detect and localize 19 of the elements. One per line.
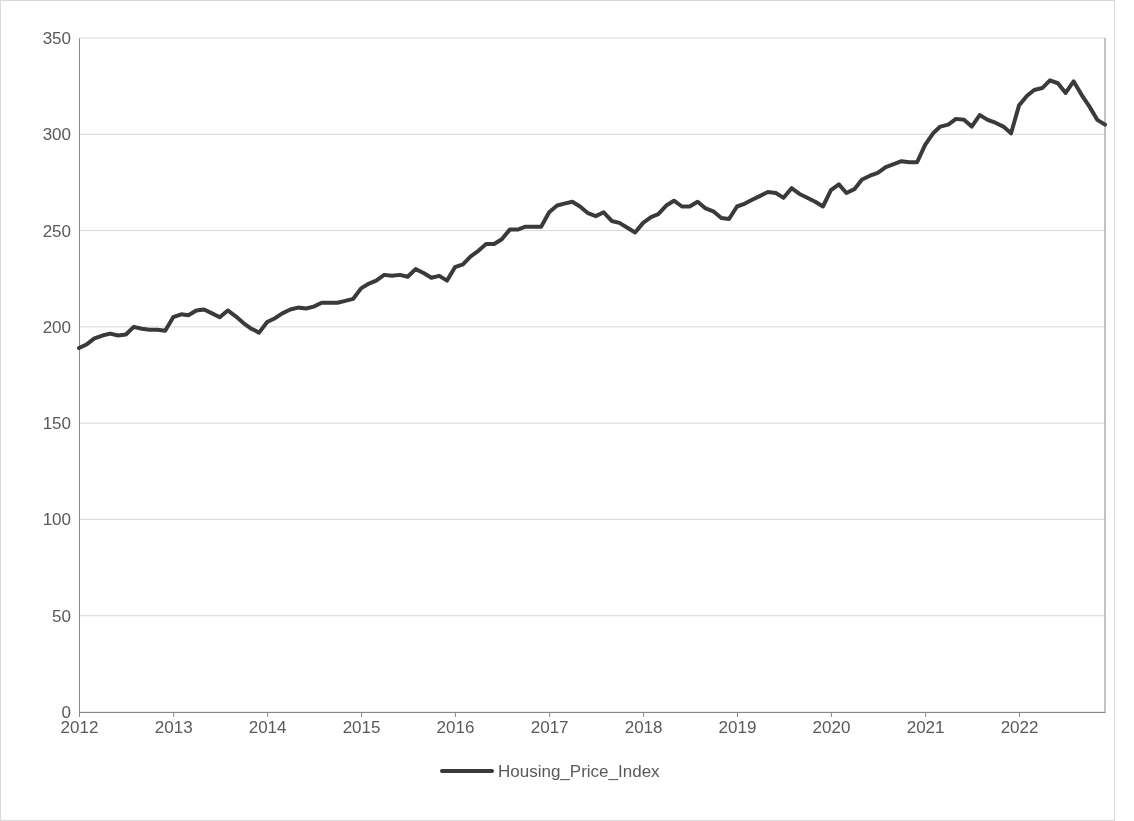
y-tick-label: 200	[42, 317, 71, 337]
y-tick-label: 50	[52, 606, 71, 626]
x-tick-label: 2016	[436, 718, 475, 738]
legend-label: Housing_Price_Index	[498, 762, 661, 781]
x-tick-label: 2019	[718, 718, 757, 738]
y-tick-label: 350	[42, 28, 71, 48]
x-tick-label: 2014	[248, 718, 287, 738]
x-tick-label: 2021	[906, 718, 945, 738]
y-tick-label: 150	[42, 414, 71, 434]
x-tick-label: 2022	[1000, 718, 1039, 738]
x-tick-label: 2017	[530, 718, 569, 738]
x-tick-label: 2015	[342, 718, 381, 738]
y-tick-label: 100	[42, 510, 71, 530]
x-tick-label: 2013	[154, 718, 193, 738]
line-series	[77, 78, 1107, 351]
x-tick-label: 2020	[812, 718, 851, 738]
x-tick-label: 2018	[624, 718, 663, 738]
y-tick-label: 250	[42, 221, 71, 241]
y-tick-label: 300	[42, 125, 71, 145]
